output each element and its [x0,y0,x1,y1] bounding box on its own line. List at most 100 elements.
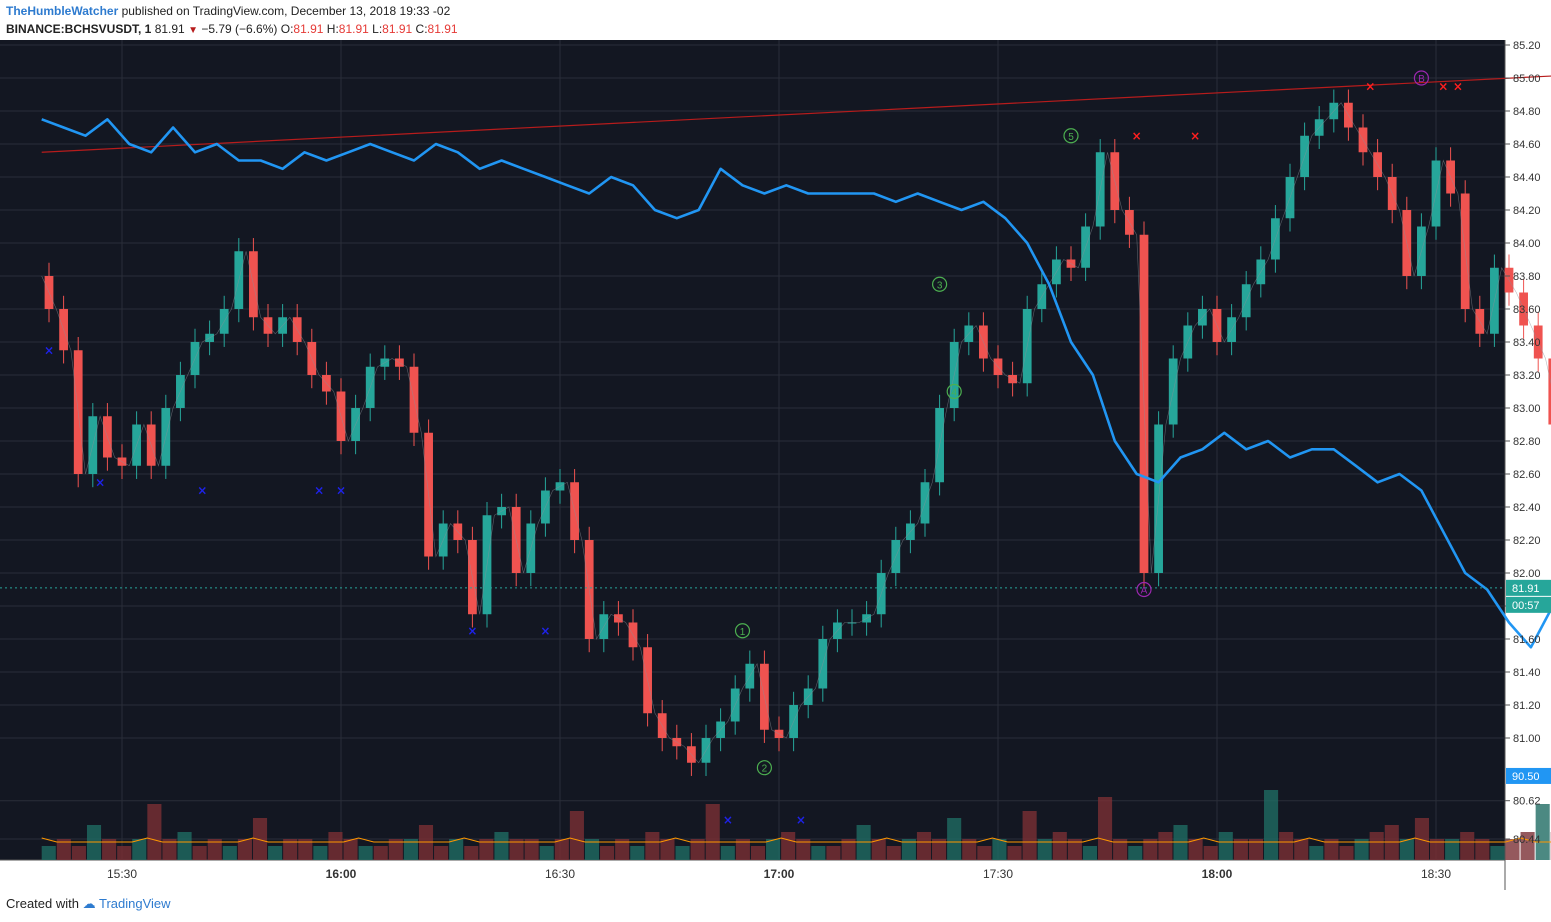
y-tick-label: 83.00 [1513,403,1541,415]
volume-bar [1354,839,1369,860]
y-tick-label: 84.20 [1513,205,1541,217]
footer: Created with ☁ TradingView [6,896,171,912]
price-axis[interactable] [1505,40,1551,890]
up-candle [847,622,857,624]
author-link[interactable]: TheHumbleWatcher [6,4,119,18]
volume-bar [237,839,252,860]
red-x-marker: × [1190,129,1200,143]
down-triangle-icon: ▼ [188,25,198,36]
wave-label-circle [946,383,962,400]
volume-bar [132,839,147,860]
volume-bar [901,839,916,860]
volume-bar [373,846,388,860]
volume-bar [886,846,901,860]
volume-bar [539,846,554,860]
volume-bar [1535,804,1550,860]
overlays: ×××××××××××××××××12345ABC [0,70,1551,827]
volume-bar [705,804,720,860]
volume-bar [1460,832,1475,860]
blue-x-marker: × [336,484,346,498]
tradingview-logo-icon[interactable]: ☁ [82,896,96,911]
volume-bar [720,846,735,860]
volume-bar [358,846,373,860]
countdown-badge [1506,596,1551,613]
time-axis[interactable] [0,860,1505,890]
volume-bar [298,839,313,860]
y-tick-label: 82.60 [1513,469,1541,481]
volume-bar [977,846,992,860]
y-tick-label: 81.40 [1513,667,1541,679]
tradingview-brand[interactable]: TradingView [99,896,171,911]
volume-bar [1007,846,1022,860]
wave-label-1: 1 [740,627,746,638]
y-tick-label: 85.20 [1513,40,1541,52]
volume-bar [1445,839,1460,860]
volume-bar [207,839,222,860]
last-price: 81.91 [154,22,185,36]
volume-bar [690,839,705,860]
red-x-marker: × [1453,79,1463,93]
volume-bar [1022,811,1037,860]
volume-bar [449,839,464,860]
volume-bar [1324,839,1339,860]
volume-bar [796,839,811,860]
volume-bar [509,839,524,860]
volume-bar [388,839,403,860]
wave-label-3: 3 [937,280,943,291]
wave-label-2: 2 [762,764,768,775]
y-tick-label: 84.80 [1513,106,1541,118]
down-candle [1548,358,1551,425]
volume-bar [1037,839,1052,860]
volume-bar [766,839,781,860]
volume-bar [1098,797,1113,860]
volume-bar [992,839,1007,860]
volume-bar [494,832,509,860]
price-badges: 81.91 00:57 90.50 [1506,579,1551,784]
volume-bar [56,839,71,860]
blue-x-marker: × [796,813,806,827]
volume-bar [268,846,283,860]
volume-bar [162,839,177,860]
volume-bar [1218,832,1233,860]
volume-bar [1309,846,1324,860]
volume-ma-line [41,837,1551,843]
volume-bar [328,832,343,860]
wave-label-4: 4 [951,388,957,399]
volume-bar [479,839,494,860]
wave-label-5: 5 [1068,132,1074,143]
open-value: 81.91 [293,22,324,36]
wave-label-B: B [1418,74,1425,85]
red-x-marker: × [1132,129,1142,143]
volume-bar [1279,832,1294,860]
volume-bar [1143,839,1158,860]
y-tick-label: 83.40 [1513,337,1541,349]
comparison-badge [1506,767,1551,784]
volume-bar [826,846,841,860]
volume-bar [1399,839,1414,860]
volume-bar [1248,839,1264,860]
y-tick-label: 83.80 [1513,271,1541,283]
volume-bar [1203,846,1218,860]
volume-bar [1475,839,1490,860]
resistance-trendline [41,75,1551,153]
volume-bar [1430,839,1445,860]
volume-bar [554,839,569,860]
y-tick-label: 83.20 [1513,370,1541,382]
volume-bar [660,839,675,860]
blue-x-marker: × [44,343,54,357]
volume-bar [1369,832,1384,860]
volume-bar [1264,790,1279,860]
volume-bar [1113,839,1128,860]
last-price-badge [1506,579,1551,596]
y-tick-label: 81.00 [1513,733,1541,745]
wave-label-circle [1413,70,1430,86]
y-tick-label: 81.20 [1513,700,1541,712]
volume-bar [71,846,86,860]
y-tick-label: 85.00 [1513,73,1541,85]
volume-bar [1082,846,1098,860]
volume-bar [600,846,615,860]
price-chart[interactable]: ×××××××××××××××××12345ABC 85.2085.0084.8… [0,40,1551,890]
candles [41,89,1551,776]
volume-bar [1414,818,1430,860]
volume-bar [434,846,449,860]
